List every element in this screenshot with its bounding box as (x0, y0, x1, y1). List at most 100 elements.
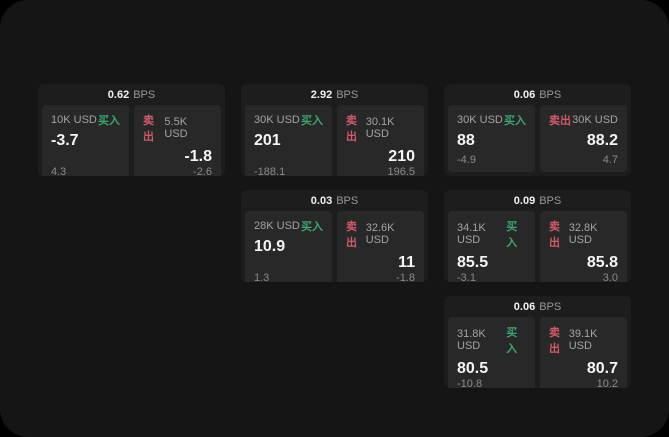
sell-quote-panel[interactable]: 卖出 39.1K USD 80.7 10.2 (540, 317, 627, 388)
buy-panel-top: 30K USD 买入 (457, 112, 526, 128)
buy-quote-panel[interactable]: 34.1K USD 买入 85.5 -3.1 (448, 211, 535, 282)
buy-sub-value: -10.8 (457, 378, 483, 388)
buy-side-label: 买入 (504, 115, 526, 127)
bps-value: 0.03 (310, 194, 333, 207)
buy-price-value: 85.5 (457, 254, 489, 271)
card-body: 30K USD 买入 88 -4.9 卖出 30K USD 88.2 4.7 (444, 105, 631, 176)
bps-unit-label: BPS (539, 300, 562, 313)
quote-card: 0.09 BPS 34.1K USD 买入 85.5 -3.1 卖出 32.8K… (444, 190, 631, 282)
buy-price-value: 201 (254, 132, 281, 149)
sell-quote-panel[interactable]: 卖出 5.5K USD -1.8 -2.6 (134, 105, 221, 176)
card-body: 31.8K USD 买入 80.5 -10.8 卖出 39.1K USD 80.… (444, 317, 631, 388)
bps-unit-label: BPS (539, 194, 562, 207)
sell-amount-label: 32.6K USD (365, 222, 395, 246)
buy-side-label: 买入 (301, 221, 323, 233)
sell-price-value: -1.8 (184, 148, 212, 165)
card-header: 0.62 BPS (38, 84, 225, 105)
sell-panel-top: 卖出 5.5K USD (143, 112, 212, 144)
sell-price-value: 210 (388, 148, 415, 165)
sell-amount-label: 32.8K USD (568, 222, 598, 246)
sell-amount-label: 39.1K USD (568, 328, 598, 352)
buy-side-label: 买入 (506, 221, 518, 249)
sell-side-label: 卖出 (549, 115, 571, 127)
buy-panel-top: 28K USD 买入 (254, 218, 323, 234)
buy-price-value: -3.7 (51, 132, 79, 149)
quote-card: 0.06 BPS 30K USD 买入 88 -4.9 卖出 30K USD 8… (444, 84, 631, 176)
sell-sub-value: 10.2 (596, 378, 618, 388)
sell-amount-label: 30K USD (572, 114, 618, 126)
sell-price-value: 88.2 (586, 132, 618, 149)
sell-quote-panel[interactable]: 卖出 30.1K USD 210 196.5 (337, 105, 424, 176)
sell-panel-top: 卖出 30.1K USD (346, 112, 415, 144)
bps-unit-label: BPS (336, 88, 359, 101)
card-body: 30K USD 买入 201 -188.1 卖出 30.1K USD 210 1… (241, 105, 428, 176)
buy-amount-label: 28K USD (254, 220, 300, 232)
sell-amount-label: 5.5K USD (164, 116, 188, 140)
quote-card: 0.03 BPS 28K USD 买入 10.9 1.3 卖出 32.6K US… (241, 190, 428, 282)
card-body: 28K USD 买入 10.9 1.3 卖出 32.6K USD 11 -1.8 (241, 211, 428, 282)
sell-side-label: 卖出 (549, 327, 560, 355)
card-header: 0.09 BPS (444, 190, 631, 211)
sell-side-label: 卖出 (143, 115, 154, 143)
quote-card: 2.92 BPS 30K USD 买入 201 -188.1 卖出 30.1K … (241, 84, 428, 176)
sell-sub-value: 4.7 (602, 154, 618, 166)
buy-panel-top: 30K USD 买入 (254, 112, 323, 128)
cards-grid: 0.62 BPS 10K USD 买入 -3.7 4.3 卖出 5.5K USD… (38, 84, 631, 388)
buy-panel-top: 31.8K USD 买入 (457, 324, 526, 356)
buy-quote-panel[interactable]: 30K USD 买入 201 -188.1 (245, 105, 332, 176)
sell-sub-value: 196.5 (387, 166, 415, 176)
sell-panel-top: 卖出 30K USD (549, 112, 618, 128)
bps-value: 2.92 (310, 88, 333, 101)
buy-quote-panel[interactable]: 28K USD 买入 10.9 1.3 (245, 211, 332, 282)
sell-side-label: 卖出 (346, 221, 357, 249)
sell-quote-panel[interactable]: 卖出 32.8K USD 85.8 3.0 (540, 211, 627, 282)
buy-sub-value: 1.3 (254, 272, 270, 282)
buy-price-value: 88 (457, 132, 475, 149)
card-body: 10K USD 买入 -3.7 4.3 卖出 5.5K USD -1.8 -2.… (38, 105, 225, 176)
buy-panel-top: 10K USD 买入 (51, 112, 120, 128)
sell-sub-value: -1.8 (396, 272, 415, 282)
bps-value: 0.06 (513, 300, 536, 313)
sell-price-value: 11 (398, 254, 415, 271)
bps-value: 0.06 (513, 88, 536, 101)
sell-quote-panel[interactable]: 卖出 30K USD 88.2 4.7 (540, 105, 627, 172)
buy-side-label: 买入 (98, 115, 120, 127)
buy-quote-panel[interactable]: 30K USD 买入 88 -4.9 (448, 105, 535, 172)
quote-card: 0.06 BPS 31.8K USD 买入 80.5 -10.8 卖出 39.1… (444, 296, 631, 388)
buy-amount-label: 31.8K USD (457, 328, 486, 352)
buy-price-value: 80.5 (457, 360, 489, 377)
quote-card: 0.62 BPS 10K USD 买入 -3.7 4.3 卖出 5.5K USD… (38, 84, 225, 176)
buy-quote-panel[interactable]: 31.8K USD 买入 80.5 -10.8 (448, 317, 535, 388)
buy-price-value: 10.9 (254, 238, 286, 255)
bps-unit-label: BPS (539, 88, 562, 101)
buy-sub-value: -188.1 (254, 166, 286, 176)
sell-side-label: 卖出 (346, 115, 357, 143)
buy-amount-label: 30K USD (457, 114, 503, 126)
buy-sub-value: 4.3 (51, 166, 67, 176)
buy-sub-value: -4.9 (457, 154, 476, 166)
sell-panel-top: 卖出 32.8K USD (549, 218, 618, 250)
card-header: 0.06 BPS (444, 296, 631, 317)
card-body: 34.1K USD 买入 85.5 -3.1 卖出 32.8K USD 85.8… (444, 211, 631, 282)
sell-sub-value: -2.6 (193, 166, 212, 176)
sell-panel-top: 卖出 39.1K USD (549, 324, 618, 356)
sell-panel-top: 卖出 32.6K USD (346, 218, 415, 250)
sell-quote-panel[interactable]: 卖出 32.6K USD 11 -1.8 (337, 211, 424, 282)
buy-amount-label: 10K USD (51, 114, 97, 126)
buy-side-label: 买入 (301, 115, 323, 127)
sell-price-value: 85.8 (586, 254, 618, 271)
sell-sub-value: 3.0 (602, 272, 618, 282)
card-header: 2.92 BPS (241, 84, 428, 105)
bps-unit-label: BPS (133, 88, 156, 101)
buy-amount-label: 34.1K USD (457, 222, 486, 246)
bps-value: 0.09 (513, 194, 536, 207)
bps-value: 0.62 (107, 88, 130, 101)
buy-amount-label: 30K USD (254, 114, 300, 126)
sell-side-label: 卖出 (549, 221, 560, 249)
bps-unit-label: BPS (336, 194, 359, 207)
card-header: 0.06 BPS (444, 84, 631, 105)
buy-panel-top: 34.1K USD 买入 (457, 218, 526, 250)
buy-side-label: 买入 (506, 327, 518, 355)
buy-quote-panel[interactable]: 10K USD 买入 -3.7 4.3 (42, 105, 129, 176)
